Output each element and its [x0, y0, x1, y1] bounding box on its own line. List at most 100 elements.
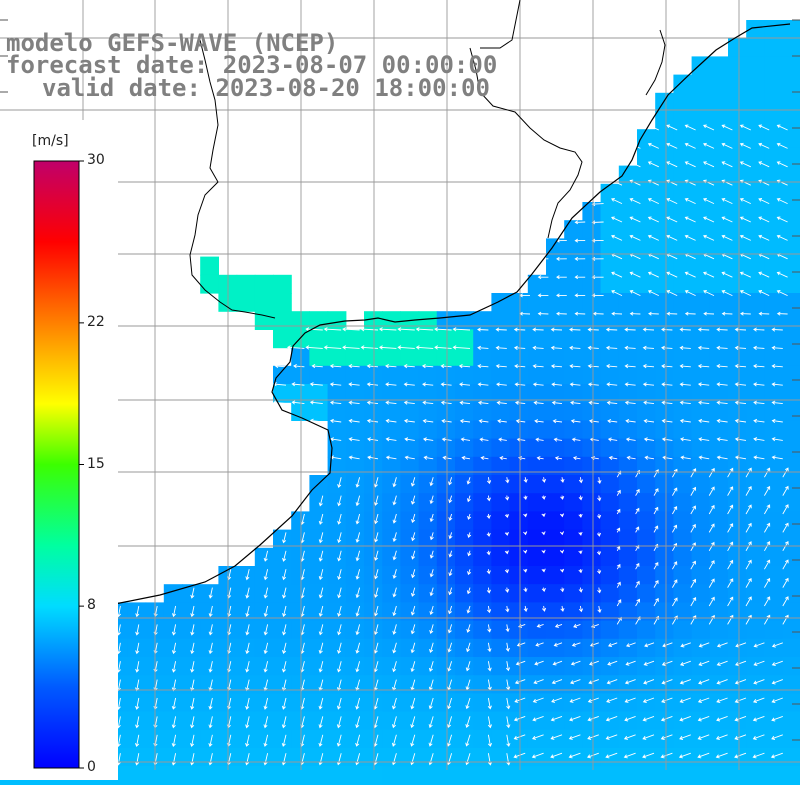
speed-cell: [418, 365, 438, 385]
speed-cell: [600, 493, 620, 512]
wind-arrow: [753, 437, 765, 442]
wind-arrow: [697, 327, 710, 332]
speed-cell: [473, 657, 492, 676]
speed-cell: [709, 638, 729, 658]
speed-cell: [400, 329, 420, 349]
wind-arrow: [355, 716, 361, 729]
speed-cell: [236, 602, 256, 622]
speed-cell: [564, 566, 583, 585]
wind-arrow: [305, 327, 323, 332]
speed-cell: [782, 748, 800, 767]
speed-cell: [509, 766, 529, 785]
speed-cell: [746, 311, 765, 330]
speed-cell: [327, 420, 347, 440]
wind-arrow: [734, 752, 747, 759]
wind-arrow: [478, 419, 489, 424]
wind-arrow: [397, 345, 415, 350]
wind-arrow: [611, 290, 623, 297]
wind-arrow: [480, 455, 489, 461]
speed-cell: [709, 256, 729, 276]
speed-cell: [546, 547, 565, 567]
wind-arrow: [429, 532, 434, 541]
speed-cell: [637, 529, 656, 549]
wind-arrow: [355, 587, 361, 599]
wind-arrow: [366, 382, 379, 387]
wind-arrow: [727, 467, 734, 478]
wind-arrow: [672, 505, 678, 515]
wind-arrow: [550, 364, 563, 369]
wind-arrow: [523, 531, 528, 536]
wind-arrow: [392, 477, 397, 488]
speed-cell: [709, 693, 729, 713]
speed-cell: [473, 329, 492, 349]
speed-cell: [436, 748, 456, 767]
wind-arrow: [337, 477, 342, 489]
wind-arrow: [534, 660, 544, 666]
speed-cell: [564, 529, 583, 549]
wind-arrow: [679, 382, 691, 387]
wind-arrow: [679, 715, 691, 722]
wind-arrow: [385, 364, 397, 369]
speed-cell: [582, 202, 602, 221]
wind-arrow: [505, 495, 510, 501]
speed-cell: [782, 220, 800, 239]
wind-arrow: [740, 311, 751, 316]
wind-arrow: [411, 532, 416, 542]
wind-arrow: [422, 437, 434, 442]
wind-arrow: [452, 345, 471, 350]
speed-cell: [728, 657, 747, 676]
speed-cell: [400, 748, 420, 767]
wind-arrow: [541, 549, 546, 554]
wind-arrow: [616, 545, 621, 552]
wind-arrow: [499, 455, 507, 461]
wind-arrow: [337, 587, 342, 599]
wind-arrow: [337, 605, 342, 617]
wind-arrow: [684, 311, 696, 316]
speed-cell: [782, 365, 800, 385]
wind-arrow: [708, 523, 715, 533]
speed-cell: [582, 566, 602, 585]
speed-cell: [600, 584, 620, 603]
wind-arrow: [337, 532, 342, 544]
wind-arrow: [605, 715, 618, 722]
speed-cell: [691, 766, 711, 785]
wind-arrow: [569, 364, 581, 369]
wind-arrow: [697, 697, 710, 703]
wind-arrow: [171, 642, 177, 655]
speed-cell: [364, 511, 383, 531]
speed-cell: [709, 657, 729, 676]
wind-arrow: [753, 455, 765, 460]
wind-arrow: [560, 587, 565, 593]
speed-cell: [327, 438, 347, 458]
wind-arrow: [679, 327, 691, 332]
wind-arrow: [597, 587, 602, 594]
speed-cell: [382, 620, 401, 640]
speed-cell: [418, 347, 438, 367]
speed-cell: [163, 584, 183, 603]
speed-cell: [709, 165, 729, 185]
speed-cell: [491, 511, 511, 531]
wind-arrow: [348, 382, 360, 387]
wind-arrow: [771, 697, 783, 703]
speed-cell: [473, 547, 492, 567]
wind-arrow: [572, 456, 581, 461]
speed-cell: [746, 74, 765, 94]
wind-arrow: [568, 752, 581, 759]
wind-arrow: [465, 716, 471, 729]
wind-arrow: [410, 661, 416, 673]
wind-arrow: [684, 142, 696, 149]
speed-cell: [473, 638, 492, 658]
wind-arrow: [486, 477, 492, 485]
wind-arrow: [611, 216, 623, 223]
speed-cell: [637, 566, 656, 585]
wind-arrow: [466, 605, 471, 614]
wind-arrow: [629, 142, 641, 149]
speed-cell: [673, 547, 693, 567]
wind-arrow: [758, 290, 770, 297]
speed-cell: [491, 475, 511, 494]
speed-cell: [746, 165, 765, 185]
speed-cell: [455, 402, 474, 421]
speed-cell: [764, 584, 784, 603]
speed-cell: [527, 402, 547, 421]
speed-cell: [691, 402, 711, 421]
